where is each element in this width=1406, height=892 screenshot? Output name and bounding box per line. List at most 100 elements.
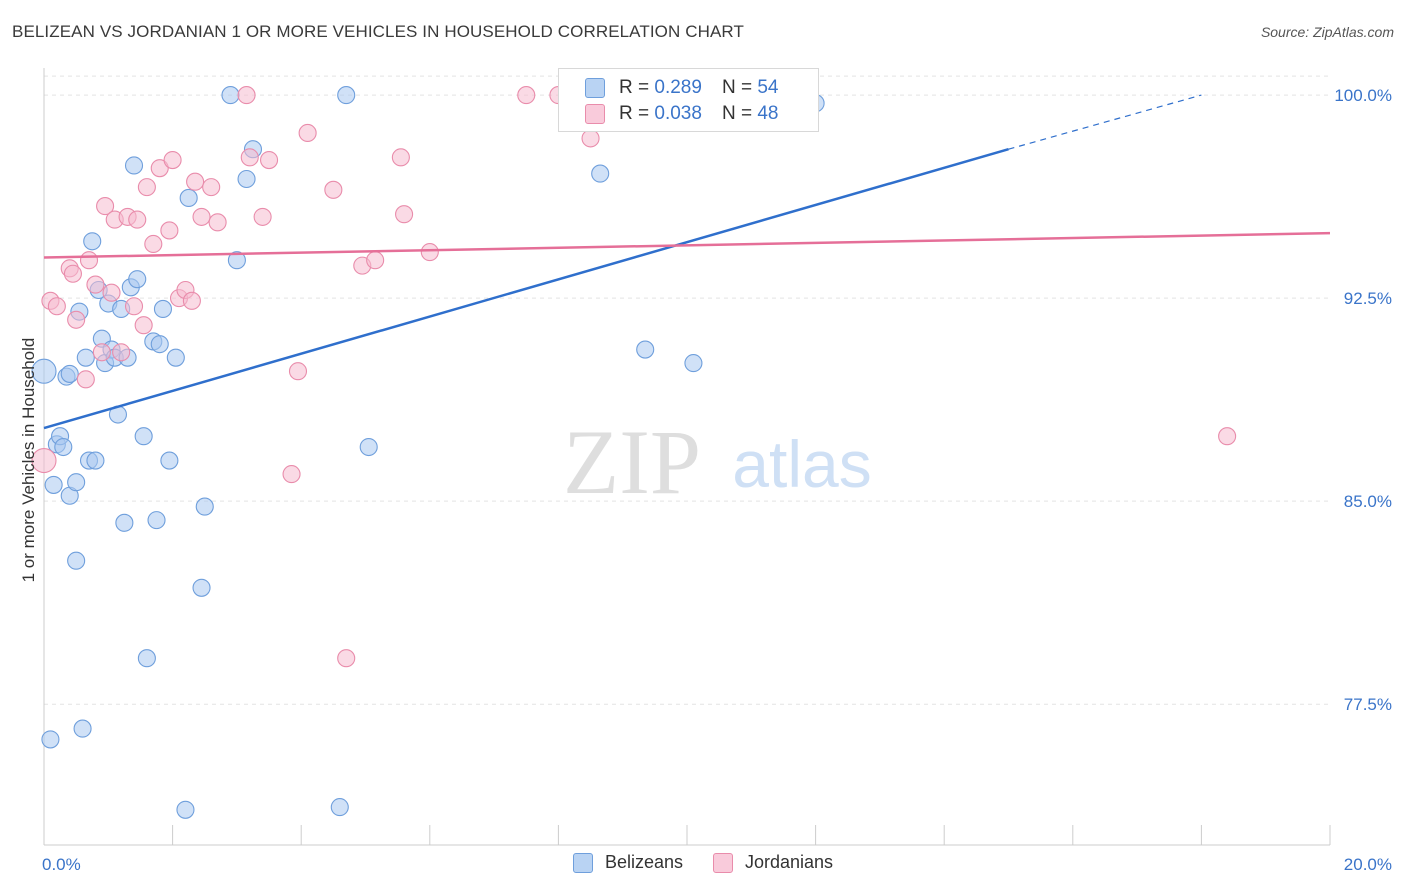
jordanian-point <box>1218 427 1237 446</box>
belizean-n-label: N = <box>721 77 753 98</box>
jordanian-point <box>395 205 414 224</box>
belizean-point <box>166 348 185 367</box>
jordanian-point <box>282 465 301 484</box>
jordanian-point <box>86 275 105 294</box>
watermark-zip: ZIP <box>563 411 701 513</box>
jordanian-point <box>63 264 82 283</box>
jordanian-point <box>137 178 156 197</box>
jordanian-r-label: R = <box>619 103 650 124</box>
jordanian-point <box>420 243 439 262</box>
belizean-point <box>54 437 73 457</box>
belizean-point <box>134 427 153 446</box>
belizean-point <box>153 299 173 319</box>
belizean-point <box>83 232 102 251</box>
jordanians-swatch <box>712 852 733 873</box>
belizean-point <box>150 335 169 354</box>
jordanians-label: Jordanians <box>744 852 834 872</box>
points-layer <box>31 86 1237 819</box>
belizean-trend-extension <box>1008 94 1202 150</box>
grid-layer <box>44 75 1330 705</box>
jordanian-point <box>144 234 163 254</box>
jordanian-point <box>186 172 205 191</box>
jordanian-point <box>288 362 308 381</box>
belizean-point <box>60 364 79 383</box>
jordanian-n-value: 48 <box>757 103 779 124</box>
x-tick-label: 20.0% <box>1344 855 1392 874</box>
belizean-trend-line <box>43 148 1009 430</box>
jordanian-point <box>366 251 385 270</box>
jordanian-point <box>47 297 66 316</box>
jordanian-point <box>96 197 115 216</box>
belizean-point <box>160 451 179 470</box>
belizean-point <box>128 270 147 289</box>
jordanian-point <box>517 86 536 105</box>
belizean-point <box>76 348 95 367</box>
jordanian-point <box>79 251 99 270</box>
belizean-point <box>221 86 240 105</box>
jordanian-point <box>67 310 86 329</box>
belizean-n-value: 54 <box>757 77 779 98</box>
belizean-point <box>176 800 195 819</box>
legend-item-belizeans[interactable]: Belizeans <box>572 852 683 873</box>
y-tick-label: 100.0% <box>1334 86 1392 105</box>
belizean-point <box>237 169 256 189</box>
jordanian-trend-line <box>43 231 1331 259</box>
legend-row-belizean: R = 0.289 N = 54 <box>585 76 778 100</box>
jordanian-point <box>31 448 57 474</box>
jordanian-point <box>160 221 179 240</box>
belizeans-label: Belizeans <box>604 852 683 872</box>
jordanian-point <box>259 150 279 170</box>
belizean-point <box>192 578 211 597</box>
stats-legend: R = 0.289 N = 54 R = 0.038 N = 48 <box>558 68 819 132</box>
jordanian-point <box>128 210 147 229</box>
jordanian-point <box>391 148 410 167</box>
belizeans-swatch <box>572 852 593 873</box>
series-legend: Belizeans Jordanians <box>0 852 1406 873</box>
belizean-point <box>31 358 57 384</box>
y-tick-label: 92.5% <box>1344 289 1392 308</box>
legend-row-jordanian: R = 0.038 N = 48 <box>585 102 778 126</box>
jordanian-point <box>163 150 182 170</box>
jordanian-point <box>337 649 356 668</box>
belizean-point <box>41 730 60 749</box>
jordanian-point <box>253 207 272 226</box>
jordanian-point <box>581 129 600 148</box>
jordanian-point <box>150 159 169 178</box>
watermark: ZIP atlas <box>563 411 872 513</box>
belizean-swatch <box>585 78 605 98</box>
belizean-point <box>636 340 655 359</box>
legend-item-jordanians[interactable]: Jordanians <box>712 852 834 873</box>
jordanian-r-value: 0.038 <box>654 103 702 124</box>
y-axis-label: 1 or more Vehicles in Household <box>19 337 38 583</box>
belizean-point <box>44 475 63 494</box>
jordanian-point <box>124 297 144 316</box>
jordanian-point <box>102 283 121 302</box>
belizean-point <box>359 437 378 457</box>
x-tick-label: 0.0% <box>42 855 81 874</box>
jordanian-point <box>237 86 256 105</box>
jordanian-point <box>208 213 227 232</box>
belizean-point <box>591 164 610 183</box>
belizean-point <box>337 86 356 105</box>
chart-title: BELIZEAN VS JORDANIAN 1 OR MORE VEHICLES… <box>12 22 744 41</box>
tick-label-layer: 100.0% 92.5% 85.0% 77.5% 0.0% 20.0% <box>42 86 1392 874</box>
belizean-point <box>195 497 214 516</box>
jordanian-point <box>298 123 317 143</box>
jordanian-point <box>182 291 201 310</box>
belizean-point <box>73 719 92 738</box>
jordanian-point <box>76 370 95 389</box>
jordanian-swatch <box>585 104 605 124</box>
jordanian-point <box>112 343 131 362</box>
belizean-r-value: 0.289 <box>654 77 702 98</box>
belizean-point <box>179 188 198 208</box>
belizean-point <box>67 551 86 570</box>
y-tick-label: 85.0% <box>1344 492 1392 511</box>
belizean-point <box>137 649 156 668</box>
jordanian-point <box>240 148 259 167</box>
belizean-point <box>227 251 246 270</box>
belizean-point <box>330 798 349 817</box>
source-label: Source: ZipAtlas.com <box>1260 24 1394 40</box>
jordanian-point <box>202 178 221 197</box>
jordanian-point <box>324 180 343 199</box>
